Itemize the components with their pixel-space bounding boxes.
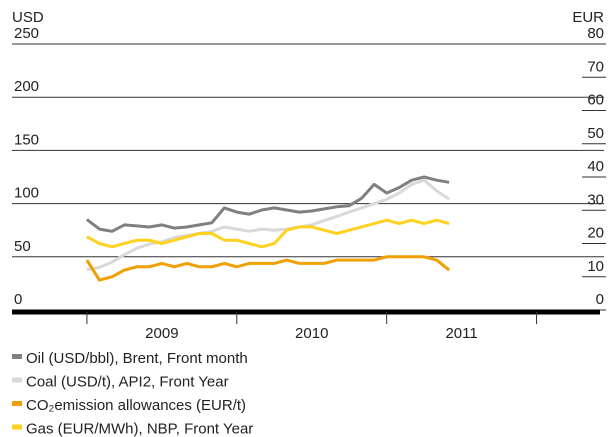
x-tick-label: 2009	[145, 325, 178, 342]
y2-axis-title: EUR	[572, 9, 604, 26]
y-tick-label: 0	[14, 291, 22, 308]
x-tick-label: 2011	[445, 325, 477, 342]
series-line	[86, 218, 450, 249]
series-line	[85, 255, 451, 282]
y2-tick-label: 80	[587, 25, 604, 42]
y-tick-label: 200	[14, 78, 39, 95]
legend-label: Gas (EUR/MWh), NBP, Front Year	[26, 421, 253, 437]
y2-tick-label: 30	[587, 191, 604, 208]
y2-tick-label: 70	[587, 58, 604, 75]
y2-tick-label: 60	[587, 92, 604, 109]
y2-tick-label: 40	[587, 158, 604, 175]
series-line	[86, 178, 451, 272]
y2-tick-label: 50	[587, 125, 604, 142]
y-tick-label: 100	[14, 185, 39, 202]
legend-label: Coal (USD/t), API2, Front Year	[26, 374, 229, 391]
legend-swatch	[12, 377, 22, 383]
series-line	[85, 175, 450, 233]
y-axis-title: USD	[12, 9, 44, 26]
y2-tick-label: 0	[596, 291, 604, 308]
legend-swatch	[12, 354, 22, 359]
legend-label: CO₂emission allowances (EUR/t)	[26, 397, 246, 414]
y-tick-label: 150	[14, 131, 39, 148]
x-tick-label: 2010	[295, 325, 328, 342]
y2-tick-label: 10	[587, 258, 604, 275]
legend-label: Oil (USD/bbl), Brent, Front month	[26, 350, 248, 367]
y-tick-label: 50	[14, 238, 31, 255]
legend-swatch	[12, 424, 22, 430]
legend-swatch	[12, 401, 22, 406]
y2-tick-label: 20	[587, 225, 604, 242]
y-tick-label: 250	[14, 25, 39, 42]
